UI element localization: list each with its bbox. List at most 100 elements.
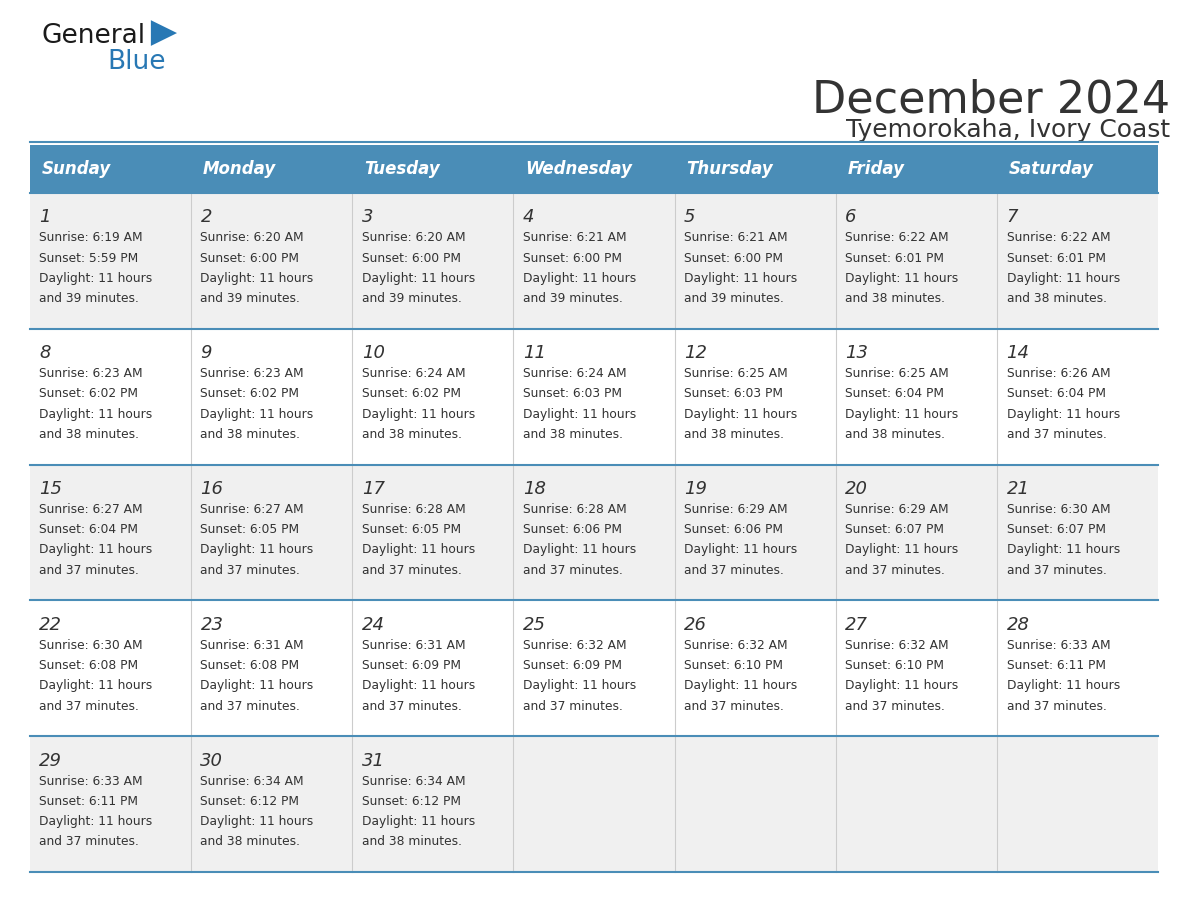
Text: and 37 minutes.: and 37 minutes. — [684, 564, 784, 577]
Text: 26: 26 — [684, 616, 707, 634]
Text: Sunrise: 6:34 AM: Sunrise: 6:34 AM — [361, 775, 466, 788]
Text: and 38 minutes.: and 38 minutes. — [201, 835, 301, 848]
Text: Daylight: 11 hours: Daylight: 11 hours — [201, 679, 314, 692]
Text: Sunset: 6:10 PM: Sunset: 6:10 PM — [684, 659, 783, 672]
Text: Sunrise: 6:24 AM: Sunrise: 6:24 AM — [523, 367, 626, 380]
Text: Daylight: 11 hours: Daylight: 11 hours — [201, 815, 314, 828]
Text: 22: 22 — [39, 616, 62, 634]
Text: 20: 20 — [846, 480, 868, 498]
Text: Daylight: 11 hours: Daylight: 11 hours — [361, 543, 475, 556]
Text: Sunrise: 6:27 AM: Sunrise: 6:27 AM — [201, 503, 304, 516]
Text: and 38 minutes.: and 38 minutes. — [523, 428, 623, 441]
Text: Sunset: 6:01 PM: Sunset: 6:01 PM — [1006, 252, 1106, 264]
Text: Daylight: 11 hours: Daylight: 11 hours — [39, 815, 152, 828]
Text: Daylight: 11 hours: Daylight: 11 hours — [361, 272, 475, 285]
Text: Sunrise: 6:21 AM: Sunrise: 6:21 AM — [684, 231, 788, 244]
Text: and 37 minutes.: and 37 minutes. — [361, 700, 461, 712]
Text: Daylight: 11 hours: Daylight: 11 hours — [684, 272, 797, 285]
Text: Sunset: 6:09 PM: Sunset: 6:09 PM — [523, 659, 621, 672]
Text: Daylight: 11 hours: Daylight: 11 hours — [361, 679, 475, 692]
Text: Sunset: 6:10 PM: Sunset: 6:10 PM — [846, 659, 944, 672]
Text: Sunset: 6:02 PM: Sunset: 6:02 PM — [361, 387, 461, 400]
Text: Friday: Friday — [848, 160, 905, 178]
Text: and 37 minutes.: and 37 minutes. — [523, 700, 623, 712]
Text: Sunrise: 6:30 AM: Sunrise: 6:30 AM — [39, 639, 143, 652]
Text: and 39 minutes.: and 39 minutes. — [201, 292, 301, 305]
Text: Sunrise: 6:24 AM: Sunrise: 6:24 AM — [361, 367, 466, 380]
Text: and 38 minutes.: and 38 minutes. — [39, 428, 139, 441]
Text: Sunset: 6:01 PM: Sunset: 6:01 PM — [846, 252, 944, 264]
Text: Sunset: 6:08 PM: Sunset: 6:08 PM — [39, 659, 138, 672]
Text: and 37 minutes.: and 37 minutes. — [39, 700, 139, 712]
Text: Sunrise: 6:19 AM: Sunrise: 6:19 AM — [39, 231, 143, 244]
Text: General: General — [42, 23, 146, 49]
Text: Sunset: 6:00 PM: Sunset: 6:00 PM — [361, 252, 461, 264]
Text: 13: 13 — [846, 344, 868, 363]
Text: Sunrise: 6:32 AM: Sunrise: 6:32 AM — [846, 639, 949, 652]
Text: Sunset: 6:02 PM: Sunset: 6:02 PM — [201, 387, 299, 400]
Text: Sunset: 5:59 PM: Sunset: 5:59 PM — [39, 252, 139, 264]
Text: Sunrise: 6:25 AM: Sunrise: 6:25 AM — [684, 367, 788, 380]
Text: Tuesday: Tuesday — [364, 160, 440, 178]
Text: Daylight: 11 hours: Daylight: 11 hours — [201, 272, 314, 285]
Text: Saturday: Saturday — [1009, 160, 1094, 178]
Text: Daylight: 11 hours: Daylight: 11 hours — [846, 543, 959, 556]
Text: Daylight: 11 hours: Daylight: 11 hours — [684, 679, 797, 692]
Bar — [30, 736, 1158, 872]
Text: and 37 minutes.: and 37 minutes. — [361, 564, 461, 577]
Text: Sunset: 6:03 PM: Sunset: 6:03 PM — [523, 387, 621, 400]
Text: Sunrise: 6:33 AM: Sunrise: 6:33 AM — [39, 775, 143, 788]
Text: Sunrise: 6:28 AM: Sunrise: 6:28 AM — [523, 503, 626, 516]
Text: and 39 minutes.: and 39 minutes. — [523, 292, 623, 305]
Text: 27: 27 — [846, 616, 868, 634]
Text: Sunset: 6:00 PM: Sunset: 6:00 PM — [523, 252, 621, 264]
Text: 18: 18 — [523, 480, 546, 498]
Text: 31: 31 — [361, 752, 385, 770]
Text: Sunset: 6:07 PM: Sunset: 6:07 PM — [846, 523, 944, 536]
Text: Sunrise: 6:23 AM: Sunrise: 6:23 AM — [201, 367, 304, 380]
Text: 1: 1 — [39, 208, 51, 227]
Text: 21: 21 — [1006, 480, 1030, 498]
Text: Daylight: 11 hours: Daylight: 11 hours — [39, 543, 152, 556]
Text: Sunset: 6:02 PM: Sunset: 6:02 PM — [39, 387, 138, 400]
Text: and 38 minutes.: and 38 minutes. — [1006, 292, 1106, 305]
Text: Daylight: 11 hours: Daylight: 11 hours — [523, 272, 636, 285]
Text: Sunrise: 6:31 AM: Sunrise: 6:31 AM — [361, 639, 466, 652]
Text: and 37 minutes.: and 37 minutes. — [201, 564, 301, 577]
Text: Sunset: 6:05 PM: Sunset: 6:05 PM — [361, 523, 461, 536]
Text: Sunrise: 6:29 AM: Sunrise: 6:29 AM — [846, 503, 949, 516]
Text: Sunrise: 6:34 AM: Sunrise: 6:34 AM — [201, 775, 304, 788]
Text: December 2024: December 2024 — [813, 78, 1170, 121]
Text: Sunrise: 6:29 AM: Sunrise: 6:29 AM — [684, 503, 788, 516]
Text: 17: 17 — [361, 480, 385, 498]
Text: 29: 29 — [39, 752, 62, 770]
Text: 30: 30 — [201, 752, 223, 770]
Text: and 37 minutes.: and 37 minutes. — [846, 564, 946, 577]
Text: and 39 minutes.: and 39 minutes. — [39, 292, 139, 305]
Text: 15: 15 — [39, 480, 62, 498]
Text: Sunrise: 6:27 AM: Sunrise: 6:27 AM — [39, 503, 143, 516]
Text: Sunset: 6:04 PM: Sunset: 6:04 PM — [1006, 387, 1106, 400]
Text: Wednesday: Wednesday — [525, 160, 632, 178]
Text: Daylight: 11 hours: Daylight: 11 hours — [39, 272, 152, 285]
Text: and 39 minutes.: and 39 minutes. — [361, 292, 461, 305]
Text: Daylight: 11 hours: Daylight: 11 hours — [39, 679, 152, 692]
Text: Daylight: 11 hours: Daylight: 11 hours — [361, 408, 475, 420]
Bar — [30, 329, 1158, 465]
Bar — [30, 465, 1158, 600]
Text: 5: 5 — [684, 208, 696, 227]
Text: 6: 6 — [846, 208, 857, 227]
Text: and 39 minutes.: and 39 minutes. — [684, 292, 784, 305]
Text: and 38 minutes.: and 38 minutes. — [846, 428, 946, 441]
Text: and 38 minutes.: and 38 minutes. — [361, 428, 462, 441]
Text: Sunrise: 6:30 AM: Sunrise: 6:30 AM — [1006, 503, 1111, 516]
Text: Daylight: 11 hours: Daylight: 11 hours — [1006, 272, 1120, 285]
Text: Monday: Monday — [203, 160, 276, 178]
Text: Daylight: 11 hours: Daylight: 11 hours — [1006, 679, 1120, 692]
Bar — [30, 193, 1158, 329]
Text: Sunrise: 6:32 AM: Sunrise: 6:32 AM — [684, 639, 788, 652]
Text: and 38 minutes.: and 38 minutes. — [684, 428, 784, 441]
Text: Sunrise: 6:22 AM: Sunrise: 6:22 AM — [846, 231, 949, 244]
Text: and 37 minutes.: and 37 minutes. — [684, 700, 784, 712]
Text: Sunrise: 6:25 AM: Sunrise: 6:25 AM — [846, 367, 949, 380]
